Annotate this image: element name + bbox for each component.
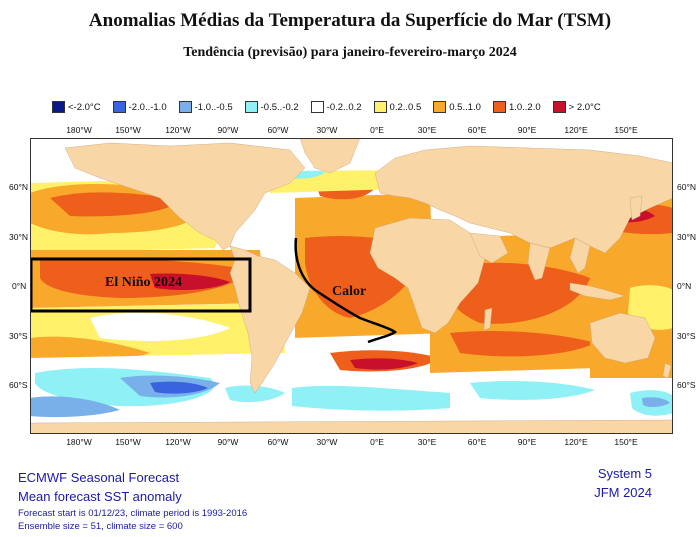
longitude-label: 150°E (614, 437, 638, 447)
legend-swatch (112, 101, 126, 113)
longitude-label: 150°W (115, 437, 141, 447)
legend-swatch (310, 101, 324, 113)
latitude-label: 30°S (9, 331, 28, 341)
calor-label: Calor (332, 284, 366, 299)
latitude-label: 30°S (677, 331, 696, 341)
longitude-label: 120°W (165, 437, 191, 447)
footer-line-1: ECMWF Seasonal Forecast (18, 470, 180, 485)
longitude-label: 150°W (115, 125, 141, 135)
land-masses (30, 138, 673, 434)
legend-item: -0.5..-0.2 (244, 101, 299, 113)
legend-label: 1.0..2.0 (508, 101, 541, 113)
legend-item: -1.0..-0.5 (178, 101, 233, 113)
longitude-label: 0°E (370, 437, 384, 447)
legend-label: -2.0..-1.0 (128, 101, 167, 113)
legend-label: -1.0..-0.5 (194, 101, 233, 113)
longitude-label: 30°E (417, 125, 437, 135)
map-subtitle: Tendência (previsão) para janeiro-fevere… (183, 45, 517, 60)
legend-swatch (552, 101, 566, 113)
longitude-label: 180°W (66, 437, 92, 447)
map-frame (30, 138, 673, 434)
legend-label: 0.5..1.0 (449, 101, 481, 113)
legend-item: 0.5..1.0 (433, 101, 481, 113)
footer-system: System 5 (597, 466, 652, 481)
land-africa (369, 217, 486, 334)
footer-line-4: Ensemble size = 51, climate size = 600 (18, 521, 183, 532)
calor-curve (294, 237, 398, 344)
longitude-label: 0°E (370, 125, 384, 135)
land-madagascar (483, 307, 493, 331)
legend-swatch (178, 101, 192, 113)
longitude-label: 90°E (517, 437, 537, 447)
longitude-label: 30°W (316, 125, 338, 135)
legend-label: -0.2..0.2 (326, 101, 362, 113)
legend-swatch (373, 101, 387, 113)
latitude-label: 60°N (677, 182, 696, 192)
land-indonesia (569, 282, 626, 301)
legend-label: <-2.0°C (68, 101, 101, 113)
footer-line-2: Mean forecast SST anomaly (18, 489, 182, 504)
longitude-label: 90°E (517, 125, 537, 135)
footer-period: JFM 2024 (594, 485, 652, 500)
legend-item: 0.2..0.5 (373, 101, 422, 113)
footer-line-3: Forecast start is 01/12/23, climate peri… (18, 508, 248, 519)
latitude-label: 0°N (12, 281, 27, 291)
longitude-label: 60°W (267, 437, 289, 447)
longitude-label: 60°E (467, 125, 487, 135)
legend-label: > 2.0°C (568, 101, 601, 113)
land-antarctica (30, 419, 673, 434)
longitude-label: 120°E (564, 437, 588, 447)
longitude-label: 60°W (267, 125, 289, 135)
legend-label: -0.5..-0.2 (260, 101, 299, 113)
longitude-label: 30°E (417, 437, 437, 447)
longitude-label: 30°W (316, 437, 338, 447)
latitude-label: 60°N (9, 182, 28, 192)
land-australia (589, 312, 656, 364)
land-greenland (299, 138, 361, 174)
land-north-america (64, 142, 306, 251)
longitude-label: 90°W (217, 125, 239, 135)
el-nino-label: El Niño 2024 (105, 275, 182, 290)
map-title: Anomalias Médias da Temperatura da Super… (88, 10, 612, 31)
land-southeast-asia (569, 237, 591, 274)
legend-swatch (433, 101, 447, 113)
anomaly-fields (30, 138, 673, 434)
legend-item: <-2.0°C (52, 101, 101, 113)
latitude-label: 0°N (677, 281, 692, 291)
longitude-label: 90°W (217, 437, 239, 447)
latitude-label: 30°N (677, 232, 696, 242)
longitude-label: 60°E (467, 437, 487, 447)
latitude-label: 60°S (677, 380, 696, 390)
longitude-label: 150°E (614, 125, 638, 135)
legend-swatch (492, 101, 506, 113)
latitude-label: 30°N (9, 232, 28, 242)
legend-item: -2.0..-1.0 (112, 101, 167, 113)
legend-item: > 2.0°C (552, 101, 601, 113)
latitude-label: 60°S (9, 380, 28, 390)
land-india (527, 242, 551, 281)
land-new-zealand (662, 362, 672, 379)
color-legend: <-2.0°C -2.0..-1.0 -1.0..-0.5 -0.5..-0.2… (52, 100, 613, 114)
legend-swatch (244, 101, 258, 113)
legend-swatch (52, 101, 65, 113)
sst-anomaly-map: El Niño 2024 Calor (30, 138, 673, 434)
land-arabia (469, 232, 509, 264)
longitude-label: 120°E (564, 125, 588, 135)
longitude-label: 180°W (66, 125, 92, 135)
legend-item: 1.0..2.0 (492, 101, 541, 113)
legend-label: 0.2..0.5 (389, 101, 422, 113)
land-japan (629, 195, 643, 221)
longitude-label: 120°W (165, 125, 191, 135)
legend-item: -0.2..0.2 (310, 101, 362, 113)
